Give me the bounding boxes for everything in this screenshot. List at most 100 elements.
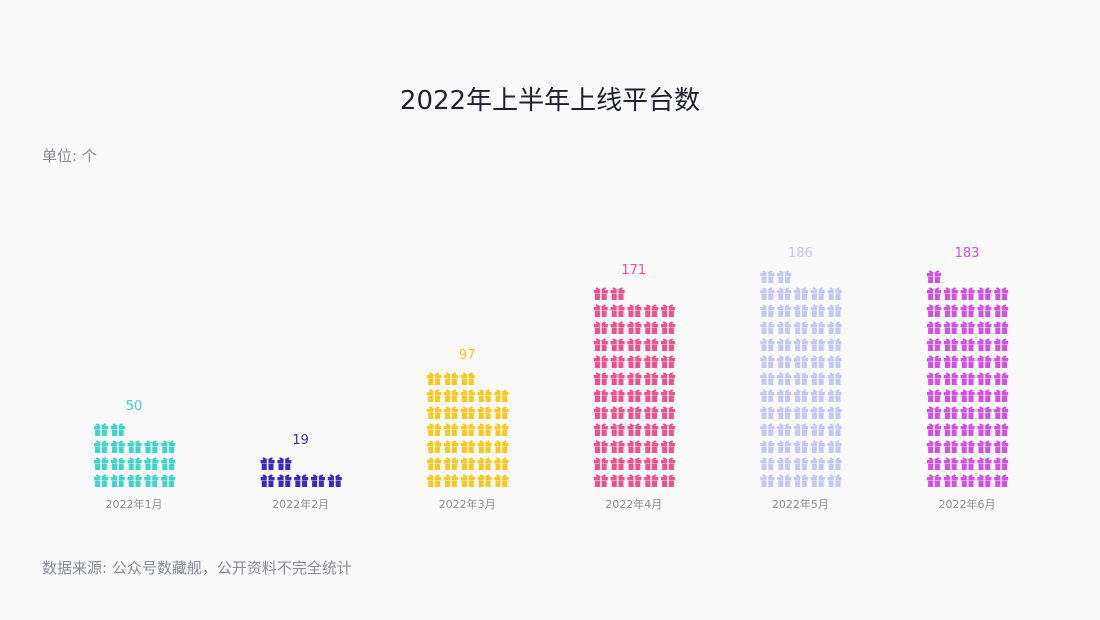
value-label: 50 <box>126 399 143 414</box>
gift-icon <box>943 406 958 419</box>
value-label: 183 <box>955 246 980 261</box>
category-label: 2022年5月 <box>772 497 829 511</box>
gift-icon <box>927 423 941 436</box>
gift-icon <box>610 372 625 385</box>
gift-icon <box>494 423 509 436</box>
gift-icon <box>977 372 992 385</box>
gift-icon <box>477 389 492 402</box>
gift-icon <box>994 474 1009 487</box>
gift-icon <box>127 457 142 470</box>
gift-icon <box>110 457 125 470</box>
gift-icon <box>960 338 975 351</box>
gift-icon <box>943 457 958 470</box>
gift-icon <box>94 457 108 470</box>
gift-icon <box>760 338 775 351</box>
gift-icon <box>444 457 458 470</box>
source-note: 数据来源: 公众号数藏舰，公开资料不完全统计 <box>42 559 352 577</box>
gift-icon <box>610 304 625 317</box>
gift-icon <box>593 372 608 385</box>
gift-icon <box>477 406 492 419</box>
gift-icon <box>144 457 159 470</box>
gift-icon <box>610 440 625 453</box>
gift-icon <box>144 474 159 487</box>
gift-icon <box>777 389 792 402</box>
gift-icon <box>477 457 492 470</box>
gift-icon <box>810 304 825 317</box>
gift-icon <box>794 457 808 470</box>
gift-icon <box>943 474 958 487</box>
gift-icon <box>927 474 941 487</box>
gift-icon <box>311 474 325 487</box>
gift-icon <box>794 338 808 351</box>
gift-icon <box>627 355 642 368</box>
gift-icon <box>610 457 625 470</box>
gift-icon <box>110 423 125 436</box>
gift-icon <box>460 389 475 402</box>
gift-icon <box>943 389 958 402</box>
gift-icon <box>994 457 1009 470</box>
bar-5 <box>760 270 842 487</box>
gift-icon <box>927 457 941 470</box>
gift-icon <box>960 423 975 436</box>
gift-icon <box>794 440 808 453</box>
gift-icon <box>810 440 825 453</box>
gift-icon <box>943 423 958 436</box>
gift-icon <box>810 389 825 402</box>
gift-icon <box>644 423 659 436</box>
gift-icon <box>144 440 159 453</box>
gift-icon <box>644 389 659 402</box>
gift-icon <box>477 474 492 487</box>
gift-icon <box>777 440 792 453</box>
gift-icon <box>661 457 675 470</box>
gift-icon <box>644 440 659 453</box>
gift-icon <box>777 338 792 351</box>
gift-icon <box>777 423 792 436</box>
gift-icon <box>494 406 509 419</box>
gift-icon <box>627 474 642 487</box>
gift-icon <box>977 355 992 368</box>
gift-icon <box>610 406 625 419</box>
gift-icon <box>610 389 625 402</box>
gift-icon <box>161 457 176 470</box>
gift-icon <box>977 287 992 300</box>
gift-icon <box>644 406 659 419</box>
gift-icon <box>593 423 608 436</box>
gift-icon <box>760 440 775 453</box>
gift-icon <box>994 304 1009 317</box>
gift-icon <box>977 321 992 334</box>
gift-icon <box>661 389 675 402</box>
gift-icon <box>794 474 808 487</box>
gift-icon <box>161 440 176 453</box>
gift-icon <box>444 372 458 385</box>
gift-icon <box>610 355 625 368</box>
gift-icon <box>827 406 842 419</box>
gift-icon <box>960 287 975 300</box>
gift-icon <box>610 287 625 300</box>
gift-icon <box>794 406 808 419</box>
gift-icon <box>760 457 775 470</box>
gift-icon <box>760 287 775 300</box>
gift-icon <box>427 389 442 402</box>
unit-label: 单位: 个 <box>42 147 97 165</box>
gift-icon <box>460 440 475 453</box>
gift-icon <box>810 355 825 368</box>
gift-icon <box>644 304 659 317</box>
gift-icon <box>960 321 975 334</box>
gift-icon <box>977 304 992 317</box>
category-label: 2022年2月 <box>272 497 329 511</box>
gift-icon <box>827 423 842 436</box>
gift-icon <box>994 287 1009 300</box>
gift-icon <box>494 440 509 453</box>
gift-icon <box>827 457 842 470</box>
value-label: 171 <box>621 263 646 278</box>
gift-icon <box>427 457 442 470</box>
gift-icon <box>760 406 775 419</box>
gift-icon <box>777 304 792 317</box>
gift-icon <box>627 338 642 351</box>
gift-icon <box>810 287 825 300</box>
gift-icon <box>943 338 958 351</box>
gift-icon <box>927 270 941 283</box>
gift-icon <box>943 372 958 385</box>
gift-icon <box>593 440 608 453</box>
